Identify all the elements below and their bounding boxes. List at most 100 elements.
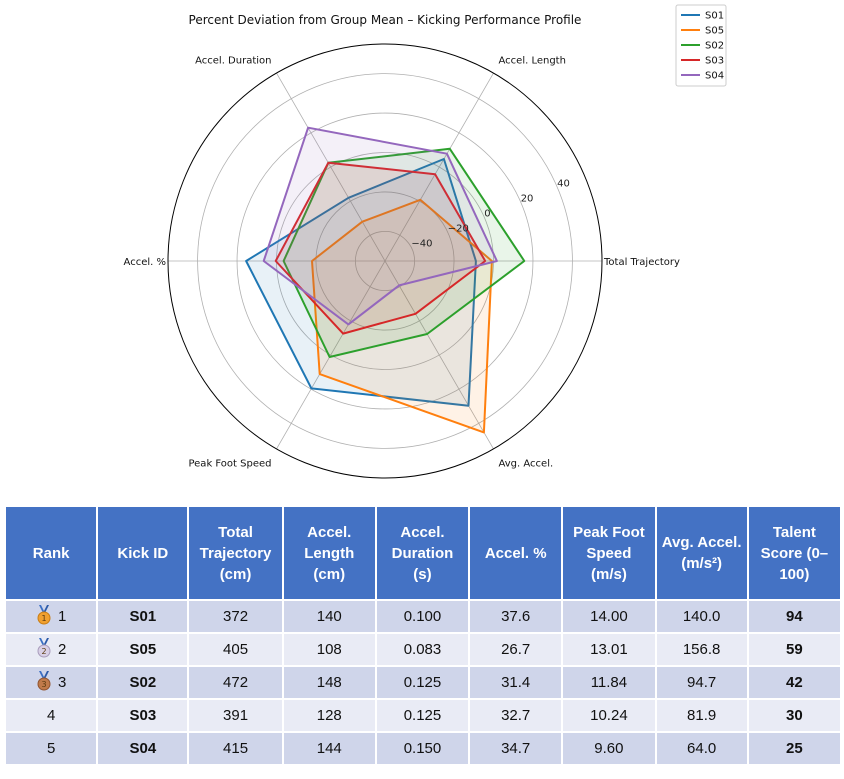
table-row: 5 S04 415 144 0.150 34.7 9.60 64.0 25 [6,733,840,764]
series-line-s03 [274,161,487,335]
talent-score-cell: 59 [748,634,840,665]
accel-duration-cell: 0.150 [376,733,469,764]
legend-box [675,4,727,87]
svg-text:2: 2 [41,647,46,656]
avg-accel-cell: 81.9 [656,700,747,731]
accel-pct-cell: 31.4 [470,667,562,698]
radial-tick-label: 0 [484,208,490,219]
radial-tick-label: 20 [521,193,534,204]
total-trajectory-cell: 415 [189,733,282,764]
radial-tick-label: −40 [411,239,432,250]
axis-label: Total Trajectory [603,257,680,268]
header-avg-accel: Avg. Accel. (m/s²) [656,507,747,599]
radar-axis-labels: −40 −20 0 20 40 Total Trajectory Accel. Length… [124,55,680,469]
peak-foot-speed-cell: 11.84 [563,667,655,698]
series-line-s01 [245,158,477,407]
header-peak-foot-speed: Peak Foot Speed (m/s) [563,507,655,599]
header-talent-score: Talent Score (0–100) [748,507,840,599]
radar-chart: Percent Deviation from Group Mean – Kick… [124,4,727,479]
peak-foot-speed-cell: 9.60 [563,733,655,764]
kick-id-cell: S04 [98,733,188,764]
silver-medal-icon: 2 [36,637,52,662]
accel-length-cell: 148 [283,667,375,698]
axis-label: Accel. Duration [195,55,271,66]
spoke-gridline [384,260,494,450]
accel-pct-cell: 32.7 [470,700,562,731]
avg-accel-cell: 140.0 [656,601,747,632]
accel-length-cell: 108 [283,634,375,665]
legend-label: S05 [705,26,724,37]
peak-foot-speed-cell: 10.24 [563,700,655,731]
header-kick-id: Kick ID [98,507,188,599]
total-trajectory-cell: 472 [189,667,282,698]
peak-foot-speed-cell: 14.00 [563,601,655,632]
accel-duration-cell: 0.125 [376,667,469,698]
radial-tick-label: 40 [557,178,570,189]
spoke-gridline [276,72,386,262]
ranking-table-container: Rank Kick ID Total Trajectory (cm) Accel… [4,505,842,766]
accel-pct-cell: 34.7 [470,733,562,764]
header-accel-length: Accel. Length (cm) [283,507,375,599]
legend-label: S01 [705,11,724,22]
kick-id-cell: S01 [98,601,188,632]
accel-duration-cell: 0.083 [376,634,469,665]
series-line-s05 [311,198,493,434]
total-trajectory-cell: 391 [189,700,282,731]
chart-legend: S01 S05 S02 S03 S04 [675,4,727,87]
peak-foot-speed-cell: 13.01 [563,634,655,665]
series-fill-s05 [312,199,492,433]
accel-pct-cell: 26.7 [470,634,562,665]
avg-accel-cell: 94.7 [656,667,747,698]
header-total-trajectory: Total Trajectory (cm) [189,507,282,599]
polar-frame [167,43,603,479]
svg-text:3: 3 [41,680,46,689]
rank-cell: 5 [6,733,97,764]
talent-score-cell: 25 [748,733,840,764]
header-accel-duration: Accel. Duration (s) [376,507,469,599]
kick-id-cell: S02 [98,667,188,698]
kick-id-cell: S03 [98,700,188,731]
total-trajectory-cell: 372 [189,601,282,632]
avg-accel-cell: 64.0 [656,733,747,764]
chart-title: Percent Deviation from Group Mean – Kick… [189,13,582,27]
radial-tick-label: −20 [448,224,469,235]
kick-id-cell: S05 [98,634,188,665]
talent-score-cell: 30 [748,700,840,731]
series-fill-s01 [246,159,476,406]
legend-label: S04 [705,71,724,82]
table-header-row: Rank Kick ID Total Trajectory (cm) Accel… [6,507,840,599]
svg-text:1: 1 [41,614,46,623]
axis-label: Accel. % [124,257,166,268]
ranking-table: Rank Kick ID Total Trajectory (cm) Accel… [4,505,842,766]
accel-length-cell: 128 [283,700,375,731]
legend-label: S02 [705,41,724,52]
accel-length-cell: 140 [283,601,375,632]
axis-label: Avg. Accel. [499,459,554,470]
bronze-medal-icon: 3 [36,670,52,695]
series-line-s02 [282,147,526,358]
accel-length-cell: 144 [283,733,375,764]
series-fill-s03 [275,162,486,334]
axis-label: Peak Foot Speed [188,459,271,470]
gold-medal-icon: 1 [36,604,52,629]
spoke-gridline [276,260,386,450]
total-trajectory-cell: 405 [189,634,282,665]
accel-pct-cell: 37.6 [470,601,562,632]
radar-series [245,126,526,434]
spoke-gridline [384,72,494,262]
legend-label: S03 [705,56,724,67]
header-rank: Rank [6,507,97,599]
avg-accel-cell: 156.8 [656,634,747,665]
table-row: 4 S03 391 128 0.125 32.7 10.24 81.9 30 [6,700,840,731]
accel-duration-cell: 0.100 [376,601,469,632]
talent-score-cell: 94 [748,601,840,632]
talent-score-cell: 42 [748,667,840,698]
series-line-s04 [262,126,498,326]
axis-label: Accel. Length [499,55,566,66]
